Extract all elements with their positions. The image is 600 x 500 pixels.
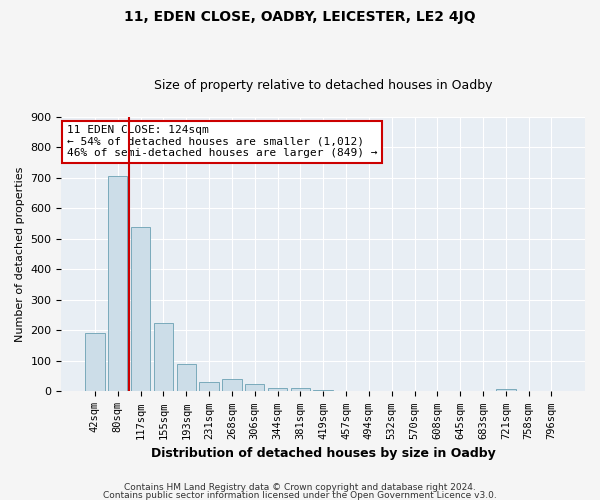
Bar [245, 384, 265, 392]
Bar [199, 382, 219, 392]
Bar [154, 323, 173, 392]
Bar [496, 389, 515, 392]
Text: Contains HM Land Registry data © Crown copyright and database right 2024.: Contains HM Land Registry data © Crown c… [124, 484, 476, 492]
Bar [268, 388, 287, 392]
Title: Size of property relative to detached houses in Oadby: Size of property relative to detached ho… [154, 79, 493, 92]
Bar [176, 364, 196, 392]
Bar [85, 334, 104, 392]
Text: Contains public sector information licensed under the Open Government Licence v3: Contains public sector information licen… [103, 490, 497, 500]
Bar [222, 379, 242, 392]
Bar [337, 390, 356, 392]
Bar [131, 226, 150, 392]
X-axis label: Distribution of detached houses by size in Oadby: Distribution of detached houses by size … [151, 447, 496, 460]
Y-axis label: Number of detached properties: Number of detached properties [15, 166, 25, 342]
Bar [290, 388, 310, 392]
Bar [108, 176, 127, 392]
Text: 11, EDEN CLOSE, OADBY, LEICESTER, LE2 4JQ: 11, EDEN CLOSE, OADBY, LEICESTER, LE2 4J… [124, 10, 476, 24]
Bar [313, 390, 333, 392]
Bar [359, 391, 379, 392]
Text: 11 EDEN CLOSE: 124sqm
← 54% of detached houses are smaller (1,012)
46% of semi-d: 11 EDEN CLOSE: 124sqm ← 54% of detached … [67, 125, 377, 158]
